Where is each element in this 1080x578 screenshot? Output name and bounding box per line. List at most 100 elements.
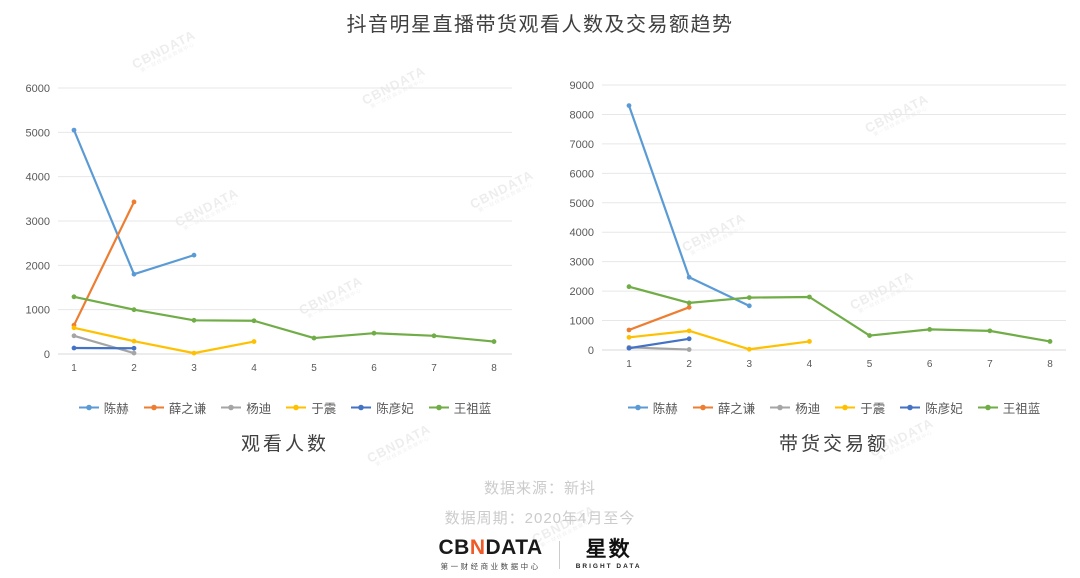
data-point-marker [626, 103, 632, 109]
data-point-marker [131, 338, 137, 344]
legend-item-陈赫: 陈赫 [78, 398, 129, 417]
data-point-marker [71, 294, 77, 300]
gmv-line-chart: 0 1000 2000 3000 4000 5000 6000 7000 8000 9000 1 2 3… [570, 80, 1066, 370]
legend-label: 于震 [860, 401, 886, 416]
legend-item-于震: 于震 [835, 398, 885, 417]
legend-item-陈彦妃: 陈彦妃 [900, 398, 963, 417]
x-axis-tick-label: 5 [311, 363, 317, 374]
y-axis-tick-label: 4000 [26, 172, 50, 184]
data-point-marker [746, 303, 752, 309]
y-axis-tick-label: 5000 [570, 198, 594, 210]
x-axis-tick-label: 8 [491, 363, 497, 374]
legend-item-王祖蓝: 王祖蓝 [428, 398, 491, 417]
y-axis-tick-label: 3000 [26, 216, 50, 228]
legend-marker-icon [835, 404, 856, 410]
data-point-marker [626, 327, 632, 333]
data-point-marker [191, 252, 197, 258]
series-line-王祖蓝 [627, 285, 1052, 343]
page-title: 抖音明星直播带货观看人数及交易额趋势 [346, 14, 734, 36]
data-point-marker [807, 294, 812, 300]
legend-marker-icon [692, 404, 713, 410]
cbndata-subtitle: 第一财经商业数据中心 [440, 562, 541, 571]
legend-marker-icon [428, 404, 449, 410]
legend-label: 杨迪 [246, 401, 272, 416]
bright-data-logo: 星数 BRIGHT DATA [576, 539, 642, 570]
x-axis-tick-label: 7 [987, 359, 993, 370]
y-axis-tick-label: 6000 [570, 168, 594, 180]
legend-marker-icon [977, 404, 998, 410]
logo-divider [558, 540, 560, 569]
legend-marker-icon [78, 404, 99, 410]
data-point-marker [927, 326, 933, 332]
footer-notes: 数据来源：新抖 数据周期：2020年4月至今 [0, 477, 1080, 537]
legend-marker-icon [770, 404, 791, 410]
data-point-marker [626, 345, 632, 351]
x-axis-tick-label: 2 [686, 359, 692, 370]
data-point-marker [131, 271, 137, 277]
legend-item-薛之谦: 薛之谦 [692, 398, 756, 417]
gmv-chart-title: 带货交易额 [778, 434, 889, 455]
legend-item-于震: 于震 [286, 398, 336, 417]
legend-label: 于震 [311, 401, 337, 416]
legend-label: 薛之谦 [168, 401, 207, 416]
bright-data-wordmark: 星数 [585, 538, 632, 561]
y-axis-tick-label: 9000 [570, 80, 594, 92]
legend-marker-icon [900, 404, 921, 410]
data-point-marker [686, 300, 692, 306]
y-axis-tick-label: 0 [44, 349, 50, 361]
data-point-marker [131, 199, 137, 205]
data-point-marker [867, 333, 872, 338]
legend-marker-icon [351, 404, 372, 410]
series-line-于震 [72, 326, 256, 355]
x-axis-tick-label: 6 [927, 359, 933, 370]
legend-label: 杨迪 [795, 401, 821, 416]
y-axis-tick-label: 5000 [26, 127, 50, 139]
data-point-marker [191, 350, 197, 356]
x-axis-tick-label: 1 [626, 359, 632, 370]
legend-label: 薛之谦 [717, 401, 756, 416]
data-point-marker [1047, 339, 1053, 344]
series-line-王祖蓝 [72, 295, 496, 343]
gmv-chart-legend: 陈赫 薛之谦 杨迪 于震 陈彦妃 王祖蓝 [602, 398, 1066, 417]
legend-label: 陈赫 [103, 401, 129, 416]
data-point-marker [131, 307, 137, 313]
series-line-于震 [627, 329, 811, 351]
x-axis-tick-label: 8 [1047, 359, 1053, 370]
data-point-marker [71, 333, 77, 339]
data-point-marker [987, 328, 993, 334]
legend-label: 陈赫 [652, 401, 678, 416]
data-point-marker [686, 336, 692, 342]
data-point-marker [251, 318, 257, 324]
y-axis-tick-label: 7000 [570, 139, 594, 151]
legend-marker-icon [627, 404, 648, 410]
legend-item-陈彦妃: 陈彦妃 [351, 398, 414, 417]
data-point-marker [686, 328, 692, 334]
data-point-marker [71, 325, 77, 331]
data-point-marker [626, 284, 632, 290]
series-line-薛之谦 [627, 306, 691, 332]
cbndata-data: DATA [485, 536, 543, 559]
x-axis-tick-label: 3 [191, 363, 197, 374]
x-axis-tick-label: 1 [71, 363, 77, 374]
data-point-marker [746, 346, 752, 352]
bright-data-subtitle: BRIGHT DATA [575, 563, 642, 570]
cbndata-n: N [469, 536, 486, 559]
series-line-陈彦妃 [627, 337, 691, 350]
data-source-note: 数据来源：新抖 [483, 480, 596, 497]
legend-label: 陈彦妃 [376, 401, 414, 416]
y-axis-tick-label: 1000 [26, 305, 50, 317]
x-axis-tick-label: 2 [131, 363, 137, 374]
legend-item-王祖蓝: 王祖蓝 [977, 398, 1040, 417]
legend-marker-icon [286, 404, 307, 410]
cbndata-logo: CBNDATA 第一财经商业数据中心 [438, 537, 542, 572]
data-point-marker [626, 334, 632, 340]
legend-marker-icon [221, 404, 242, 410]
data-point-marker [191, 317, 197, 323]
x-axis-tick-label: 4 [807, 359, 813, 370]
data-point-marker [371, 330, 377, 336]
footer-logos: CBNDATA 第一财经商业数据中心 星数 BRIGHT DATA [0, 537, 1080, 572]
viewers-chart-title: 观看人数 [240, 434, 329, 455]
y-axis-tick-label: 2000 [570, 286, 594, 298]
x-axis-tick-label: 3 [747, 359, 753, 370]
